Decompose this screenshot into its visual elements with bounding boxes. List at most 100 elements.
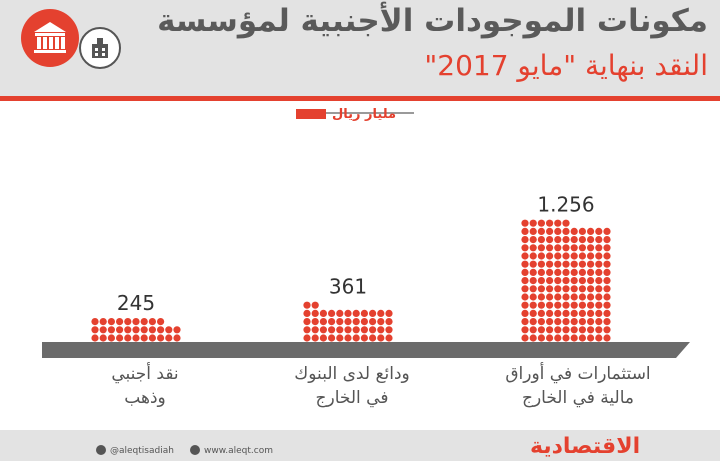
bar-2-dot: [595, 227, 603, 235]
bar-2-dot: [595, 252, 603, 260]
unit-label: مليار ريال: [332, 106, 397, 122]
bar-1-dot: [344, 318, 352, 326]
bar-2-dot: [570, 301, 578, 309]
bar-2-dot: [562, 285, 570, 293]
bar-2-dot: [587, 236, 595, 244]
bar-0-dot: [99, 334, 107, 342]
chart-baseline: [42, 342, 690, 358]
bar-2-dot: [603, 252, 611, 260]
bar-2-dot: [595, 293, 603, 301]
bar-1-dot: [385, 309, 393, 317]
bar-2-dot: [587, 277, 595, 285]
bar-0-dot: [99, 326, 107, 334]
bar-2-dot: [578, 244, 587, 252]
bar-2-dot: [521, 236, 529, 244]
bar-2-dot: [546, 293, 554, 301]
bar-2-dot: [521, 309, 529, 317]
bar-2-dot: [554, 236, 562, 244]
bar-2-dot: [570, 244, 578, 252]
bar-1-dot: [319, 309, 327, 317]
bar-2-dot: [562, 227, 570, 235]
bar-2-dot: [554, 326, 562, 334]
bar-2-dot: [537, 236, 546, 244]
bar-2-dot: [562, 301, 570, 309]
bar-2-dot: [546, 236, 554, 244]
bar-1-dot: [352, 326, 360, 334]
bar-2-dot: [587, 293, 595, 301]
bar-2-dot: [587, 301, 595, 309]
bar-2-dot: [529, 244, 537, 252]
bar-2-dot: [562, 293, 570, 301]
bar-1-dot: [344, 309, 352, 317]
bar-2-dot: [603, 309, 611, 317]
bar-2-dot: [529, 293, 537, 301]
unit-underline: [296, 112, 414, 114]
bar-2-dot: [554, 301, 562, 309]
bar-1-dot: [328, 309, 336, 317]
bar-0-dot: [148, 318, 156, 326]
bar-2-dot: [587, 268, 595, 276]
bar-2-dot: [521, 219, 529, 227]
bar-0-dot: [107, 326, 115, 334]
bar-1-dot: [352, 309, 360, 317]
bar-1-dot: [369, 334, 377, 342]
bar-2-dot: [578, 326, 587, 334]
bar-2-dot: [537, 334, 546, 342]
bar-0-dot: [165, 326, 173, 334]
bar-2-dot: [570, 318, 578, 326]
bar-1-dot: [311, 326, 319, 334]
bar-2-dot: [578, 260, 587, 268]
bar-1-dot: [319, 318, 327, 326]
bar-0-dot: [124, 318, 132, 326]
header-divider: [0, 96, 720, 101]
bar-2-dot: [570, 227, 578, 235]
bar-1-dot: [352, 318, 360, 326]
bar-2-dot: [562, 309, 570, 317]
bar-2-dot: [578, 334, 587, 342]
bar-0-dot: [116, 326, 124, 334]
bar-0-dot: [91, 326, 99, 334]
bar-2-dot: [595, 285, 603, 293]
bar-2-dot: [578, 252, 587, 260]
bar-1-dot: [385, 318, 393, 326]
bar-2-dot: [546, 301, 554, 309]
bar-2-dot: [554, 277, 562, 285]
bar-1-dot: [344, 334, 352, 342]
bar-2-dot: [587, 285, 595, 293]
bar-0-dot: [157, 326, 165, 334]
bar-2-dot: [570, 277, 578, 285]
bar-2-dot: [587, 309, 595, 317]
bar-1-dot: [336, 326, 344, 334]
bar-1-dot: [385, 326, 393, 334]
bar-2-dot: [537, 219, 546, 227]
bar-2-dot: [537, 309, 546, 317]
bar-0-dot: [116, 318, 124, 326]
bar-2-dot: [529, 277, 537, 285]
bar-2-dot: [537, 277, 546, 285]
bar-2-dot: [554, 252, 562, 260]
bar-2-dot: [554, 309, 562, 317]
bar-0-dot: [91, 318, 99, 326]
bar-2-dot: [521, 285, 529, 293]
bar-2-dot: [546, 252, 554, 260]
bar-2-dot: [587, 252, 595, 260]
bar-1-dot: [303, 326, 311, 334]
bar-0-dot: [173, 326, 181, 334]
brand-logo: الاقتصادية: [530, 434, 641, 459]
category-label-2-line1: استثمارات في أوراق: [505, 364, 651, 384]
bar-1-dot: [360, 309, 368, 317]
bar-2-dot: [529, 334, 537, 342]
bar-2-dot: [562, 252, 570, 260]
bar-1-dot: [377, 318, 385, 326]
bar-1-dot: [319, 326, 327, 334]
bar-2-dot: [521, 277, 529, 285]
bar-1-dot: [303, 309, 311, 317]
bar-1-dot: [303, 334, 311, 342]
bar-2-dot: [529, 268, 537, 276]
bar-2-dot: [595, 260, 603, 268]
bar-0-dot: [124, 334, 132, 342]
bar-1-dot: [360, 326, 368, 334]
bar-2-dot: [562, 244, 570, 252]
bar-2-dot: [595, 334, 603, 342]
bar-2-dot: [595, 244, 603, 252]
